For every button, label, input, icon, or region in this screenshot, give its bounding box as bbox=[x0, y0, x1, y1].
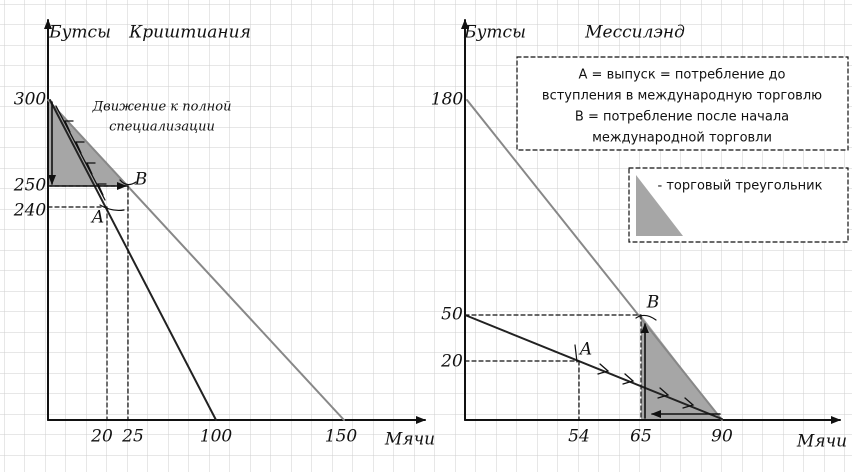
x-axis-label: Мячи bbox=[384, 430, 435, 450]
x-axis-label: Мячи bbox=[796, 432, 847, 452]
definition-text: В = потребление после начала bbox=[575, 110, 789, 125]
y-axis-label: Бутсы bbox=[463, 23, 526, 43]
y-axis-label: Бутсы bbox=[48, 23, 111, 43]
labels: Бутсы Криштиания Мячи 300 250 240 20 25 100 150 A B… bbox=[13, 23, 847, 452]
x-tick-label: 150 bbox=[325, 427, 358, 447]
point-label: A bbox=[90, 208, 104, 228]
x-tick-label: 100 bbox=[200, 427, 233, 447]
x-tick-label: 90 bbox=[711, 427, 733, 447]
ppf-line bbox=[49, 99, 217, 421]
definition-text: А = выпуск = потребление до bbox=[579, 68, 786, 83]
trade-line bbox=[47, 99, 345, 421]
shapes bbox=[44, 19, 849, 424]
x-tick-label: 65 bbox=[630, 427, 652, 447]
definition-text: вступления в международную торговлю bbox=[542, 89, 822, 104]
y-tick-label: 240 bbox=[13, 201, 47, 221]
y-tick-label: 180 bbox=[431, 90, 464, 110]
panel-title: Криштиания bbox=[128, 23, 251, 43]
y-tick-label: 250 bbox=[13, 176, 47, 196]
x-tick-label: 25 bbox=[121, 427, 144, 447]
annotation: специализации bbox=[109, 120, 215, 135]
legend-text: - торговый треугольник bbox=[658, 179, 823, 194]
legend-swatch bbox=[636, 175, 683, 236]
y-tick-label: 50 bbox=[441, 305, 463, 325]
definition-box bbox=[516, 56, 849, 151]
point-label: B bbox=[134, 170, 148, 190]
point-label: A bbox=[578, 340, 592, 360]
y-tick-label: 20 bbox=[440, 352, 463, 372]
specialization-arrows bbox=[597, 363, 695, 409]
definition-text: международной торговли bbox=[592, 131, 772, 146]
trade-line bbox=[466, 99, 723, 421]
x-tick-label: 54 bbox=[568, 427, 590, 447]
panel-title: Мессилэнд bbox=[584, 23, 685, 43]
point-label: B bbox=[646, 293, 660, 313]
annotation: Движение к полной bbox=[92, 100, 232, 115]
x-tick-label: 20 bbox=[90, 427, 113, 447]
y-tick-label: 300 bbox=[14, 90, 47, 110]
specialization-arrows bbox=[55, 105, 107, 201]
ppf-line bbox=[464, 314, 723, 420]
